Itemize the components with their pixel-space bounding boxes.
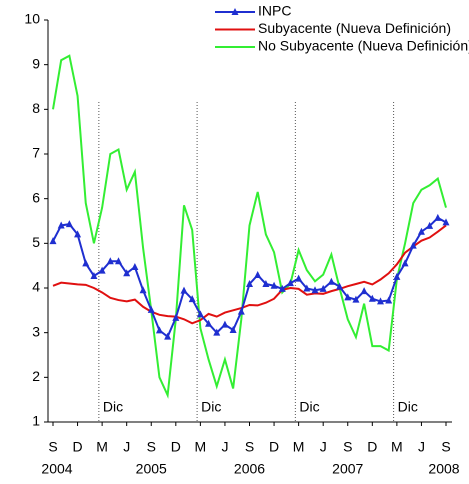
x-tick-label: J [221, 439, 228, 455]
x-tick-label: D [367, 439, 377, 455]
annotation: Dic [398, 399, 418, 415]
marker [278, 284, 286, 292]
annotation: Dic [201, 399, 221, 415]
marker [262, 279, 270, 287]
x-tick-label: M [195, 439, 207, 455]
marker [344, 293, 352, 301]
marker [401, 259, 409, 267]
legend-label: Subyacente (Nueva Definición) [258, 20, 451, 36]
year-label: 2008 [428, 461, 459, 477]
y-tick-label: 10 [24, 11, 40, 27]
year-label: 2007 [332, 461, 363, 477]
x-tick-label: M [391, 439, 403, 455]
y-tick-label: 5 [32, 234, 40, 250]
marker [327, 277, 335, 285]
marker [368, 294, 376, 302]
marker [65, 220, 73, 228]
marker [147, 305, 155, 313]
marker [246, 279, 253, 287]
marker [295, 274, 303, 282]
marker [155, 326, 163, 334]
marker [417, 227, 425, 235]
marker [360, 287, 368, 295]
marker [123, 269, 131, 277]
y-tick-label: 1 [32, 413, 40, 429]
annotation: Dic [103, 399, 123, 415]
x-tick-label: S [343, 439, 352, 455]
x-tick-label: M [96, 439, 108, 455]
marker [90, 271, 98, 279]
x-tick-label: J [320, 439, 327, 455]
marker [74, 230, 82, 238]
marker [434, 213, 442, 221]
x-tick-label: S [147, 439, 156, 455]
x-tick-label: D [73, 439, 83, 455]
marker [221, 320, 229, 328]
marker [385, 296, 393, 304]
marker [131, 263, 139, 271]
marker [303, 284, 311, 292]
legend-marker [231, 8, 239, 15]
x-tick-label: S [441, 439, 450, 455]
marker [172, 313, 180, 321]
marker [205, 319, 213, 327]
marker [377, 297, 384, 305]
marker [180, 286, 188, 294]
marker [106, 257, 114, 265]
annotation: Dic [299, 399, 319, 415]
x-tick-label: D [269, 439, 279, 455]
marker [336, 282, 344, 290]
marker [57, 221, 65, 229]
x-tick-label: J [418, 439, 425, 455]
series-line [52, 54, 447, 399]
marker [115, 257, 122, 265]
y-tick-label: 2 [32, 368, 40, 384]
y-tick-label: 3 [32, 323, 40, 339]
marker [49, 237, 57, 245]
marker [319, 284, 327, 292]
marker [196, 310, 204, 318]
series-line [52, 224, 447, 325]
marker [409, 241, 417, 249]
marker [270, 281, 278, 289]
y-tick-label: 9 [32, 55, 40, 71]
y-tick-label: 8 [32, 100, 40, 116]
y-tick-label: 7 [32, 145, 40, 161]
marker [164, 332, 172, 340]
marker [442, 218, 450, 226]
x-tick-label: S [48, 439, 57, 455]
marker [213, 328, 221, 336]
legend-label: INPC [258, 3, 291, 19]
y-tick-label: 6 [32, 189, 40, 205]
marker [82, 259, 90, 267]
marker [237, 307, 245, 315]
marker [188, 295, 196, 303]
x-tick-label: D [171, 439, 181, 455]
marker [393, 272, 401, 280]
year-label: 2006 [234, 461, 265, 477]
marker [311, 286, 319, 294]
legend-label: No Subyacente (Nueva Definición) [258, 38, 469, 54]
marker [229, 325, 237, 333]
marker [139, 286, 147, 294]
year-label: 2004 [41, 461, 72, 477]
marker [286, 279, 294, 287]
x-tick-label: S [245, 439, 254, 455]
marker [254, 271, 262, 279]
x-tick-label: J [123, 439, 130, 455]
marker [352, 295, 360, 303]
marker [98, 266, 106, 274]
marker [426, 221, 434, 229]
year-label: 2005 [136, 461, 167, 477]
y-tick-label: 4 [32, 279, 40, 295]
x-tick-label: M [293, 439, 305, 455]
